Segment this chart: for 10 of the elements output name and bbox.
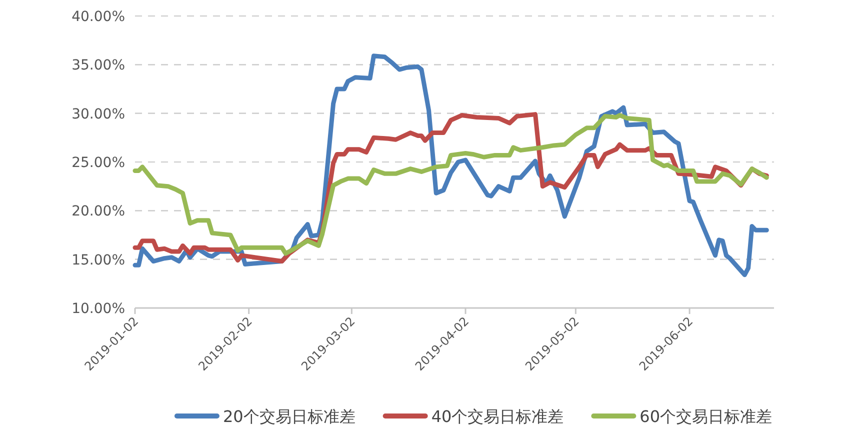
legend-label: 60个交易日标准差 bbox=[640, 407, 772, 426]
y-tick-label: 35.00% bbox=[72, 58, 125, 74]
y-tick-label: 40.00% bbox=[72, 9, 125, 25]
legend-label: 40个交易日标准差 bbox=[431, 407, 564, 426]
y-tick-label: 15.00% bbox=[72, 252, 125, 268]
y-tick-label: 30.00% bbox=[72, 106, 125, 122]
y-tick-label: 10.00% bbox=[72, 301, 125, 317]
legend-label: 20个交易日标准差 bbox=[222, 407, 356, 426]
y-tick-label: 20.00% bbox=[72, 204, 125, 220]
y-tick-label: 25.00% bbox=[72, 155, 125, 171]
